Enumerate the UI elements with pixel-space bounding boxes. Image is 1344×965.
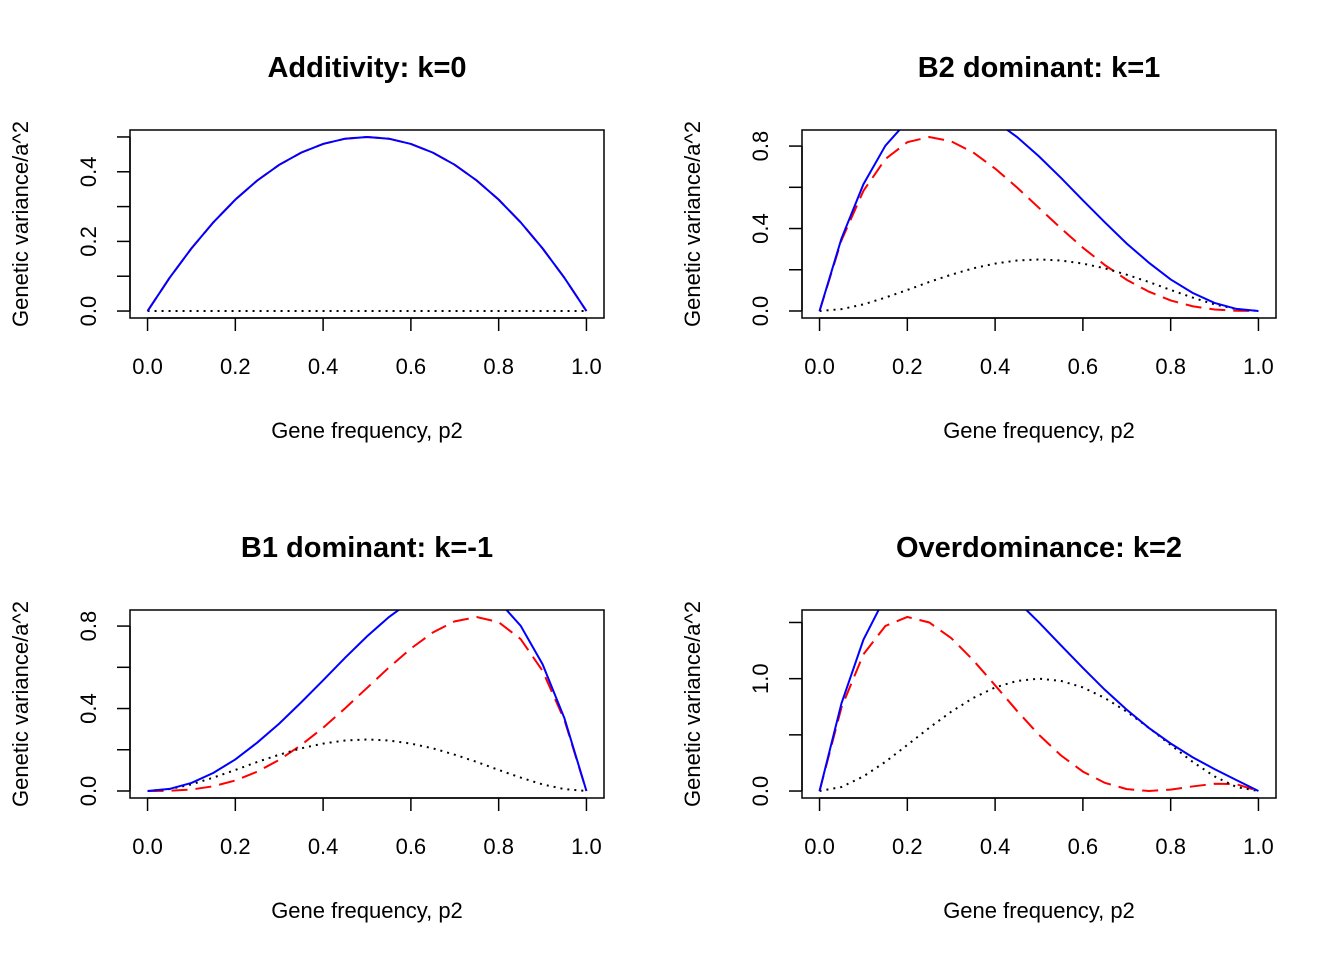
data-line <box>819 258 1259 312</box>
x-tick-label: 0.4 <box>980 354 1011 379</box>
x-tick-label: 0.6 <box>1068 834 1099 859</box>
chart-title: Additivity: k=0 <box>267 52 466 84</box>
y-tick-label: 0.0 <box>76 296 101 327</box>
y-tick-label: 0.4 <box>748 213 773 244</box>
x-tick-label: 1.0 <box>1243 354 1274 379</box>
y-axis-label: Genetic variance/a^2 <box>680 121 705 327</box>
x-tick-label: 0.2 <box>220 834 251 859</box>
x-tick-label: 0.2 <box>892 834 923 859</box>
plot-box <box>129 609 605 799</box>
x-tick-label: 0.4 <box>308 834 339 859</box>
x-tick-label: 0.2 <box>220 354 251 379</box>
data-line <box>818 610 1259 792</box>
chart-title: B1 dominant: k=-1 <box>241 532 493 564</box>
y-tick-label: 0.2 <box>76 226 101 257</box>
x-tick-label: 0.4 <box>308 354 339 379</box>
x-tick-label: 0.0 <box>132 834 163 859</box>
x-tick-label: 0.0 <box>132 354 163 379</box>
x-tick-label: 0.8 <box>483 834 514 859</box>
y-tick-label: 1.0 <box>748 663 773 694</box>
chart-title: B2 dominant: k=1 <box>918 52 1161 84</box>
y-tick-label: 0.8 <box>748 131 773 162</box>
plot-box <box>129 129 605 319</box>
data-line <box>147 738 587 792</box>
y-tick-label: 0.0 <box>748 296 773 327</box>
data-line <box>147 610 588 792</box>
x-tick-label: 0.4 <box>980 834 1011 859</box>
x-axis-label: Gene frequency, p2 <box>271 418 463 443</box>
data-line <box>818 135 1259 312</box>
x-tick-label: 1.0 <box>571 834 602 859</box>
x-tick-label: 1.0 <box>571 354 602 379</box>
plot-box <box>801 609 1277 799</box>
data-line <box>146 135 588 312</box>
x-axis-label: Gene frequency, p2 <box>943 898 1135 923</box>
y-tick-label: 0.8 <box>76 611 101 642</box>
plot-box <box>801 129 1277 319</box>
y-tick-label: 0.4 <box>76 693 101 724</box>
data-line <box>147 615 588 792</box>
x-tick-label: 0.2 <box>892 354 923 379</box>
panel: Overdominance: k=2 Gene frequency, p2 Gene… <box>680 532 1277 923</box>
panel: B2 dominant: k=1 Gene frequency, p2 Geneti… <box>680 52 1277 443</box>
x-tick-label: 0.0 <box>804 834 835 859</box>
data-line <box>818 615 1259 793</box>
x-tick-label: 0.0 <box>804 354 835 379</box>
y-tick-label: 0.0 <box>76 776 101 807</box>
data-line <box>818 130 1259 312</box>
x-tick-label: 0.6 <box>396 834 427 859</box>
y-axis-label: Genetic variance/a^2 <box>8 601 33 807</box>
x-tick-label: 0.8 <box>1155 834 1186 859</box>
y-axis-label: Genetic variance/a^2 <box>680 601 705 807</box>
panel: B1 dominant: k=-1 Gene frequency, p2 Genet… <box>8 532 605 923</box>
y-axis-label: Genetic variance/a^2 <box>8 121 33 327</box>
chart-title: Overdominance: k=2 <box>896 532 1182 564</box>
data-line <box>146 135 588 312</box>
x-tick-label: 0.6 <box>1068 354 1099 379</box>
x-tick-label: 0.8 <box>483 354 514 379</box>
x-axis-label: Gene frequency, p2 <box>943 418 1135 443</box>
data-line <box>819 677 1259 793</box>
x-tick-label: 0.6 <box>396 354 427 379</box>
x-tick-label: 0.8 <box>1155 354 1186 379</box>
x-tick-label: 1.0 <box>1243 834 1274 859</box>
panel: Additivity: k=0 Gene frequency, p2 Genetic… <box>8 52 605 443</box>
x-axis-label: Gene frequency, p2 <box>271 898 463 923</box>
y-tick-label: 0.4 <box>76 156 101 187</box>
y-tick-label: 0.0 <box>748 776 773 807</box>
